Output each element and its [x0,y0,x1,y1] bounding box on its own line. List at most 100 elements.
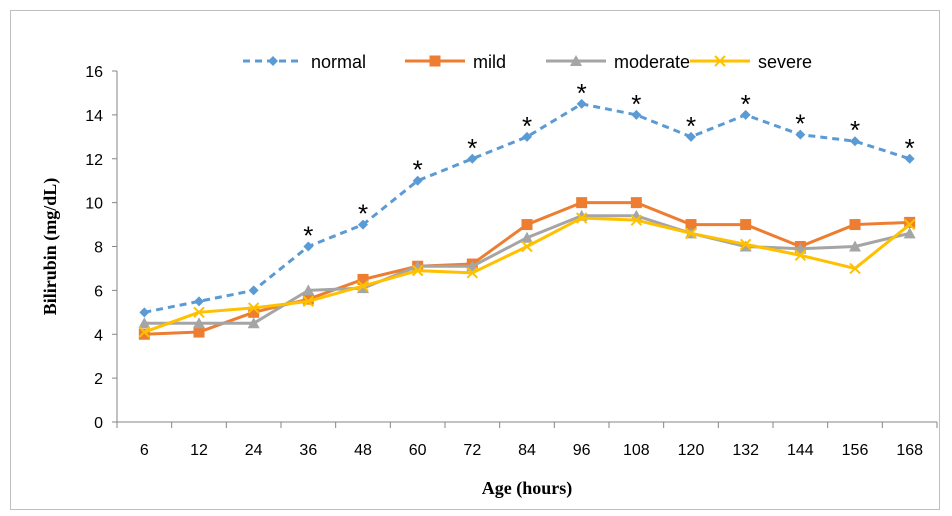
data-point-mild [138,328,150,340]
axes [112,70,938,428]
data-point-moderate [357,282,369,294]
y-tick-label: 8 [94,240,103,257]
y-tick-label: 0 [94,415,103,432]
legend-swatch-marker [429,55,441,67]
data-point-moderate [903,227,916,239]
data-point-moderate [302,284,315,296]
data-point-mild [849,219,861,231]
legend-item-moderate: moderate [546,52,690,72]
significance-star: * [413,155,423,185]
legend-swatch-marker [714,55,726,67]
y-tick-label: 2 [94,371,103,388]
x-tick-label: 48 [354,442,372,459]
data-point-severe [411,264,424,277]
data-point-severe [466,267,479,279]
data-point-mild [630,197,642,209]
legend: normal mild moderate severe [243,52,812,72]
data-point-severe [302,295,315,308]
legend-item-mild: mild [405,52,506,72]
data-point-mild [521,219,533,231]
significance-star: * [358,199,368,229]
annotation-layer: * * * * * * * * * * * * [303,78,914,251]
data-point-normal [631,109,642,120]
significance-star: * [686,111,696,141]
data-point-normal [686,131,696,142]
significance-star: * [631,89,641,119]
data-point-severe [247,302,260,314]
data-point-severe [630,214,643,226]
data-point-severe [521,240,533,253]
significance-star: * [795,109,805,139]
data-point-mild [740,219,752,231]
data-point-mild [904,216,916,228]
significance-star: * [577,78,587,108]
x-tick-label: 120 [678,442,705,459]
data-point-normal [850,136,860,147]
data-point-severe [794,249,807,261]
series-severe [138,212,916,338]
data-point-moderate [138,317,151,329]
y-tick-label: 6 [94,283,103,300]
legend-swatch-marker [570,55,582,66]
data-point-moderate [739,240,752,252]
data-point-normal [576,98,587,109]
x-tick-label: 84 [518,442,536,459]
legend-label: normal [311,52,366,72]
data-point-normal [412,175,423,186]
data-point-moderate [521,231,533,243]
y-tick-label: 14 [85,108,103,125]
data-point-moderate [849,240,861,252]
data-point-normal [139,307,150,318]
y-tick-label: 16 [85,64,103,81]
x-tick-label: 36 [299,442,317,459]
x-tick-label: 72 [463,442,481,459]
x-tick-label: 12 [190,442,208,459]
y-axis-title: Bilirubin (mg/dL) [40,178,61,316]
data-point-mild [193,326,205,338]
data-point-normal [467,153,478,164]
significance-star: * [522,111,532,141]
significance-star: * [905,133,915,163]
legend-swatch-marker [268,56,278,66]
x-tick-label: 24 [245,442,263,459]
data-point-normal [522,131,532,142]
x-axis-title: Age (hours) [482,478,573,499]
x-tick-label: 156 [842,442,869,459]
data-point-severe [685,227,697,240]
data-point-moderate [247,317,260,329]
data-point-severe [138,326,151,338]
x-tick-label: 96 [573,442,591,459]
data-point-mild [576,197,588,209]
series-normal [139,98,915,318]
data-point-severe [849,262,861,275]
legend-label: severe [758,52,812,72]
legend-label: mild [473,52,506,72]
x-tick-label: 6 [140,442,149,459]
significance-star: * [741,89,751,119]
data-point-normal [358,219,368,230]
data-point-normal [194,296,204,307]
x-tick-label: 132 [732,442,759,459]
data-point-mild [685,219,697,231]
data-point-mild [248,306,260,318]
data-point-severe [903,218,916,231]
data-point-mild [357,273,369,285]
legend-label: moderate [614,52,690,72]
data-point-severe [357,280,369,292]
series-layer [138,98,916,340]
data-point-normal [904,153,915,164]
x-tick-label: 168 [896,442,923,459]
significance-star: * [850,115,860,145]
data-point-normal [740,109,751,120]
y-tick-label: 10 [85,196,103,213]
x-tick-label: 144 [787,442,814,459]
y-tick-label: 4 [94,327,103,344]
x-tick-labels: 6 12 24 36 48 60 72 84 96 108 120 132 144 156 168 [140,442,923,459]
data-point-normal [795,129,806,140]
data-point-normal [248,285,259,296]
data-point-severe [193,306,205,319]
legend-item-severe: severe [690,52,812,72]
x-tick-label: 60 [409,442,427,459]
data-point-mild [302,293,314,305]
